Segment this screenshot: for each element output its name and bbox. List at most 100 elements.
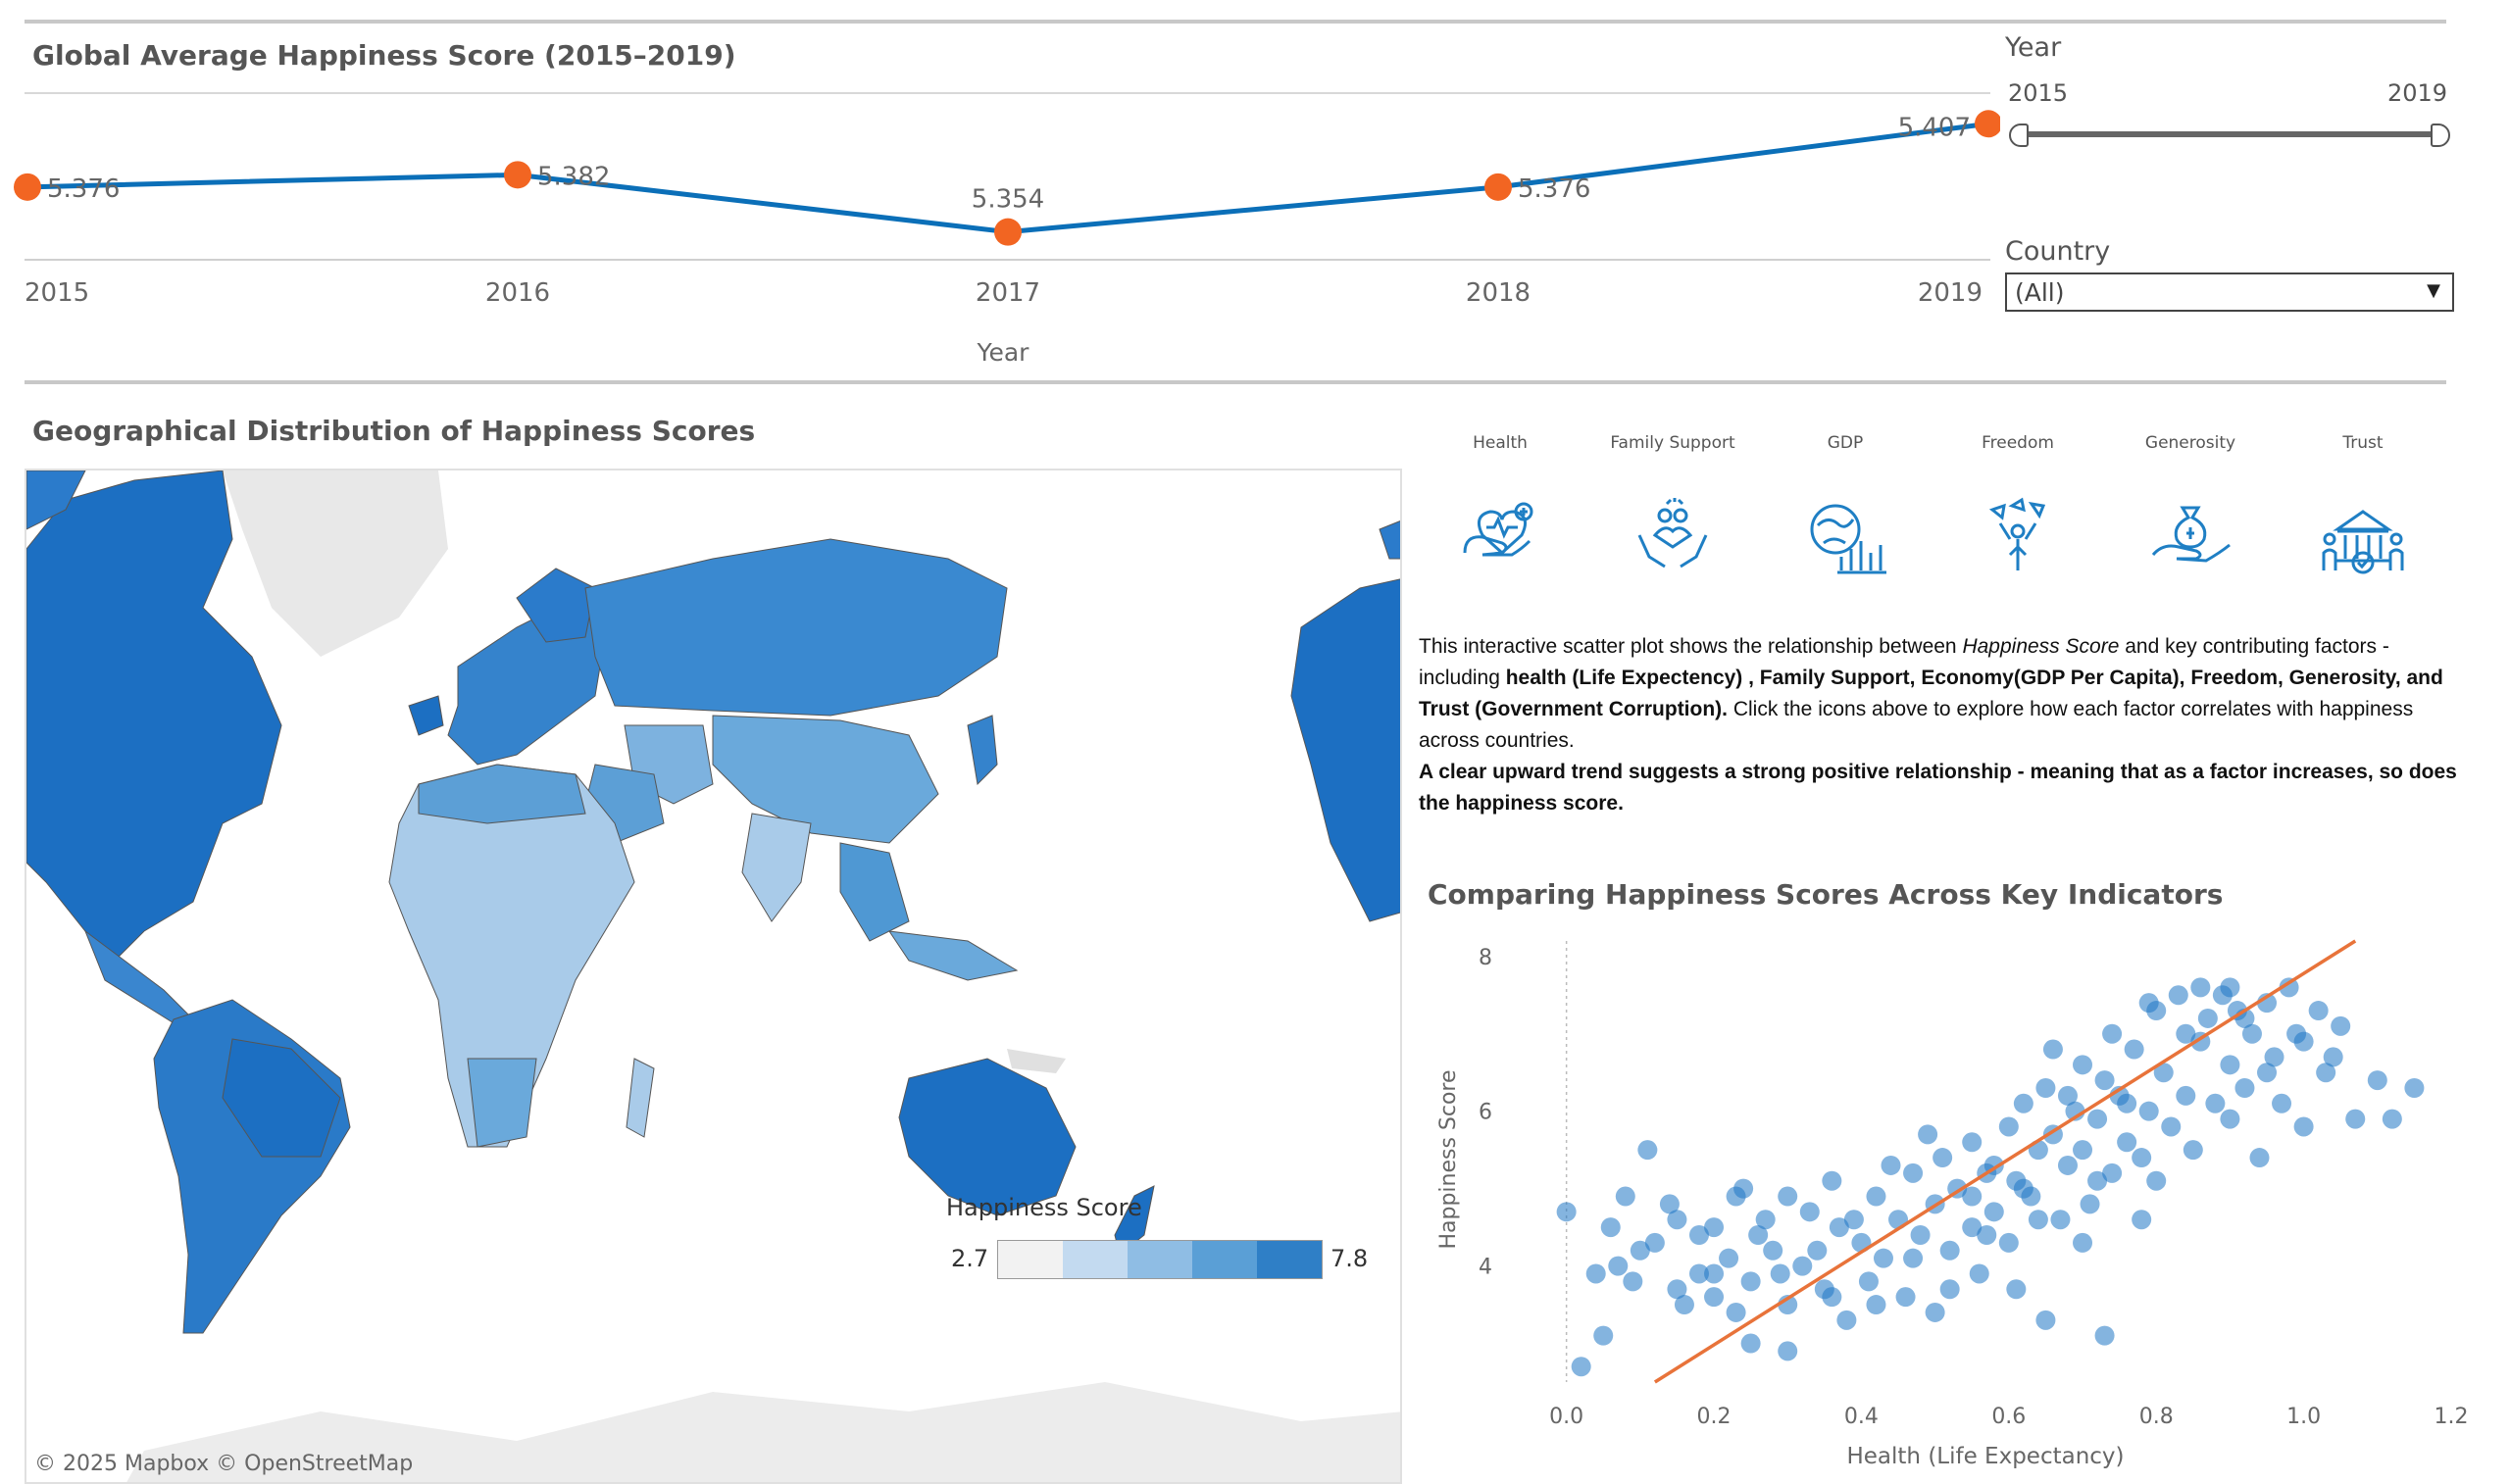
scatter-point: [2220, 1109, 2240, 1129]
line-chart-x-tick-label: 2019: [1918, 278, 1983, 308]
line-chart-point: [14, 173, 41, 201]
scatter-point: [1630, 1240, 1650, 1261]
scatter-point: [1977, 1225, 1997, 1245]
description-factors-bold: health (Life Expectency) , Family Suppor…: [1419, 667, 2443, 720]
factor-button-freedom[interactable]: Freedom: [1939, 433, 2096, 583]
top-divider: [25, 20, 2446, 24]
scatter-y-tick-label: 6: [1479, 1101, 1492, 1125]
scatter-chart[interactable]: 0.0 0.2 0.4 0.6 0.8 1.0 1.2 4 6 8 Health (Life Ex…: [1412, 921, 2490, 1482]
scatter-point: [2234, 1078, 2255, 1098]
china-shape: [712, 715, 939, 844]
line-chart-point: [994, 218, 1022, 246]
scatter-point: [2220, 977, 2240, 998]
description-trend-note: A clear upward trend suggests a strong p…: [1419, 761, 2457, 815]
family-support-icon[interactable]: [1626, 496, 1720, 578]
scatter-point: [1799, 1202, 1820, 1222]
scatter-point: [1623, 1271, 1643, 1292]
factor-button-family-support[interactable]: Family Support: [1594, 433, 1751, 583]
factor-button-generosity[interactable]: Generosity: [2112, 433, 2269, 583]
country-dropdown-value: (All): [2015, 278, 2065, 307]
scatter-point: [1615, 1186, 1635, 1207]
scatter-point: [1939, 1240, 1960, 1261]
line-chart-point: [1484, 173, 1512, 201]
scatter-point: [1858, 1271, 1879, 1292]
freedom-icon[interactable]: [1971, 496, 2065, 578]
scatter-point: [2073, 1055, 2093, 1075]
scatter-point: [1836, 1310, 1857, 1330]
map-attribution: © 2025 Mapbox © OpenStreetMap: [34, 1452, 414, 1476]
line-chart-x-tick-label: 2016: [485, 278, 550, 308]
factor-button-gdp[interactable]: GDP: [1767, 433, 1924, 583]
line-chart-data-label: 5.382: [537, 162, 610, 191]
line-chart-data-label: 5.407: [1898, 113, 1971, 142]
factor-label: Family Support: [1610, 433, 1735, 453]
scatter-point: [2073, 1232, 2093, 1253]
scatter-point: [2138, 1101, 2159, 1121]
scatter-point: [2220, 1055, 2240, 1075]
scatter-point: [2279, 977, 2299, 998]
scatter-point: [1608, 1256, 1629, 1276]
scatter-point: [1778, 1186, 1798, 1207]
line-chart-x-tick-label: 2018: [1466, 278, 1531, 308]
map-canvas[interactable]: [26, 470, 1402, 1484]
generosity-icon[interactable]: [2143, 496, 2237, 578]
scatter-point: [2057, 1155, 2078, 1175]
line-chart-data-label: 5.354: [972, 185, 1044, 215]
scatter-point: [2087, 1170, 2108, 1191]
scatter-point: [2035, 1310, 2056, 1330]
factor-label: GDP: [1827, 433, 1864, 453]
trust-icon[interactable]: [2316, 496, 2410, 578]
scatter-point: [1822, 1287, 1842, 1308]
line-chart-x-tick-label: 2015: [25, 278, 89, 308]
scatter-point: [1778, 1341, 1798, 1361]
papua-shape: [1007, 1049, 1066, 1073]
scatter-point: [2153, 1063, 2174, 1083]
year-slider-track[interactable]: [2018, 131, 2441, 137]
scatter-point: [1733, 1178, 1754, 1199]
scatter-point: [1925, 1302, 1945, 1322]
chevron-down-icon[interactable]: ▼: [2427, 280, 2440, 301]
scatter-y-axis-label: Happiness Score: [1436, 1069, 1461, 1249]
scatter-x-tick-label: 0.4: [1844, 1405, 1879, 1429]
scatter-point: [1962, 1132, 1983, 1153]
scatter-point: [2138, 993, 2159, 1014]
scatter-point: [2124, 1039, 2144, 1060]
year-slider-handle-min[interactable]: [2009, 124, 2029, 147]
country-dropdown[interactable]: (All) ▼: [2005, 272, 2454, 312]
scatter-point: [2197, 1008, 2218, 1028]
health-icon[interactable]: [1453, 496, 1547, 578]
scatter-point: [2257, 1063, 2278, 1083]
scatter-title: Comparing Happiness Scores Across Key In…: [1428, 878, 2224, 911]
scatter-point: [1998, 1232, 2019, 1253]
legend-swatch: [1128, 1241, 1192, 1278]
line-chart-x-axis-label: Year: [977, 338, 1030, 367]
scatter-point: [2382, 1109, 2402, 1129]
choropleth-map[interactable]: Happiness Score 2.7 7.8 © 2025 Mapbox © …: [25, 469, 1402, 1484]
scatter-point: [2094, 1325, 2115, 1346]
factor-button-health[interactable]: Health: [1422, 433, 1579, 583]
description-text-2: and key contributing factors - including: [1419, 635, 2389, 689]
scatter-point: [1807, 1240, 1828, 1261]
gdp-icon[interactable]: [1798, 496, 1892, 578]
scatter-point: [1770, 1263, 1790, 1284]
south-africa-shape: [467, 1058, 537, 1148]
scatter-point: [2249, 1148, 2270, 1168]
line-chart-x-tick-label: 2017: [976, 278, 1040, 308]
year-slider-handle-max[interactable]: [2431, 124, 2450, 147]
scatter-point: [2132, 1210, 2152, 1230]
scatter-point: [2323, 1047, 2343, 1067]
scatter-point: [2286, 1023, 2307, 1044]
scatter-x-tick-label: 0.6: [1991, 1405, 2026, 1429]
scatter-point: [2035, 1078, 2056, 1098]
australia-shape: [898, 1058, 1077, 1216]
scatter-point: [2028, 1210, 2048, 1230]
scatter-point: [1748, 1225, 1769, 1245]
scatter-point: [1667, 1279, 1687, 1300]
scatter-point: [2117, 1093, 2137, 1113]
map-legend-color-bar: [997, 1240, 1323, 1279]
scatter-point: [1998, 1116, 2019, 1137]
factor-label: Health: [1473, 433, 1528, 453]
scatter-point: [1667, 1210, 1687, 1230]
scatter-description: This interactive scatter plot shows the …: [1419, 631, 2468, 819]
factor-button-trust[interactable]: Trust: [2284, 433, 2441, 583]
